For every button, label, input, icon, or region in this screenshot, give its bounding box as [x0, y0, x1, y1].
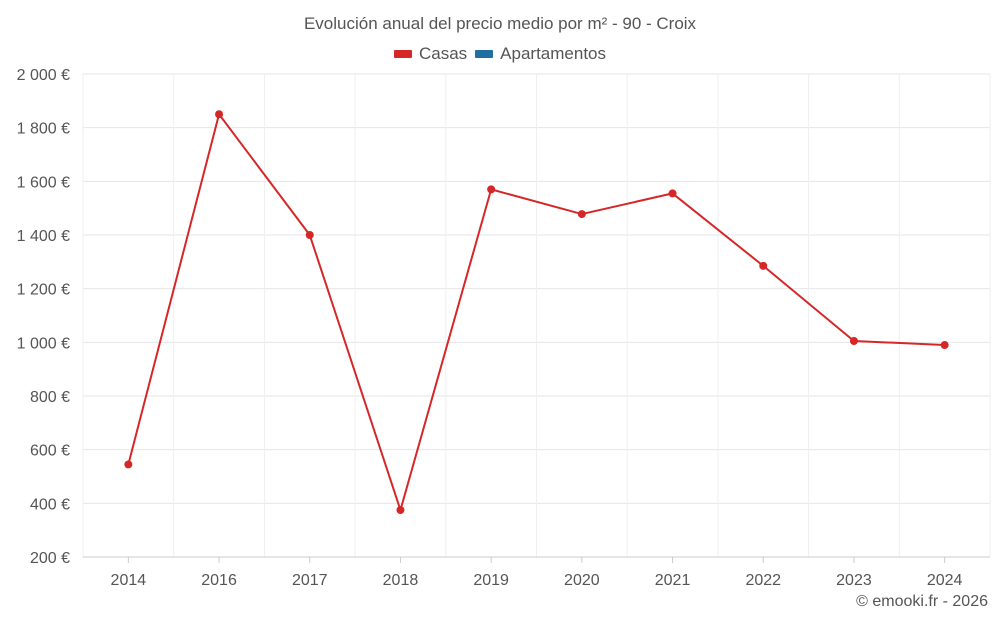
y-tick-label: 1 400 €: [17, 228, 70, 245]
data-point: [124, 460, 133, 469]
x-tick-label: 2016: [201, 572, 237, 589]
x-tick-label: 2020: [564, 572, 600, 589]
y-tick-label: 200 €: [30, 550, 70, 567]
legend: Casas Apartamentos: [0, 44, 1000, 64]
x-tick-label: 2019: [473, 572, 509, 589]
chart-title: Evolución anual del precio medio por m² …: [303, 14, 697, 33]
data-point: [849, 336, 858, 345]
y-tick-label: 400 €: [30, 496, 70, 513]
y-tick-label: 1 000 €: [17, 335, 70, 352]
x-tick-label: 2022: [745, 572, 781, 589]
x-tick-label: 2021: [655, 572, 691, 589]
data-point: [759, 261, 768, 270]
y-tick-label: 1 600 €: [17, 174, 70, 191]
y-tick-label: 1 200 €: [17, 282, 70, 299]
legend-item-apartamentos[interactable]: Apartamentos: [475, 44, 606, 64]
data-point: [396, 506, 405, 515]
legend-item-casas[interactable]: Casas: [393, 44, 468, 64]
data-point: [487, 185, 496, 194]
x-tick-label: 2017: [292, 572, 328, 589]
legend-swatch-apartamentos: [475, 50, 494, 58]
credit-text: © emooki.fr - 2026: [856, 593, 988, 610]
legend-label-casas: Casas: [418, 44, 468, 63]
x-tick-label: 2024: [927, 572, 963, 589]
series-line-casas: [127, 113, 945, 512]
y-tick-label: 600 €: [30, 443, 70, 460]
legend-swatch-casas: [393, 50, 412, 58]
data-point: [215, 110, 224, 119]
data-point: [940, 341, 949, 350]
legend-label-apartamentos: Apartamentos: [500, 44, 607, 63]
x-tick-label: 2023: [836, 572, 872, 589]
y-tick-label: 2 000 €: [17, 67, 70, 84]
x-tick-label: 2018: [383, 572, 419, 589]
y-tick-label: 800 €: [30, 389, 70, 406]
data-point: [305, 231, 314, 239]
data-point: [577, 210, 586, 219]
x-tick-label: 2014: [111, 572, 147, 589]
y-tick-label: 1 800 €: [17, 121, 70, 138]
data-point: [668, 189, 677, 198]
